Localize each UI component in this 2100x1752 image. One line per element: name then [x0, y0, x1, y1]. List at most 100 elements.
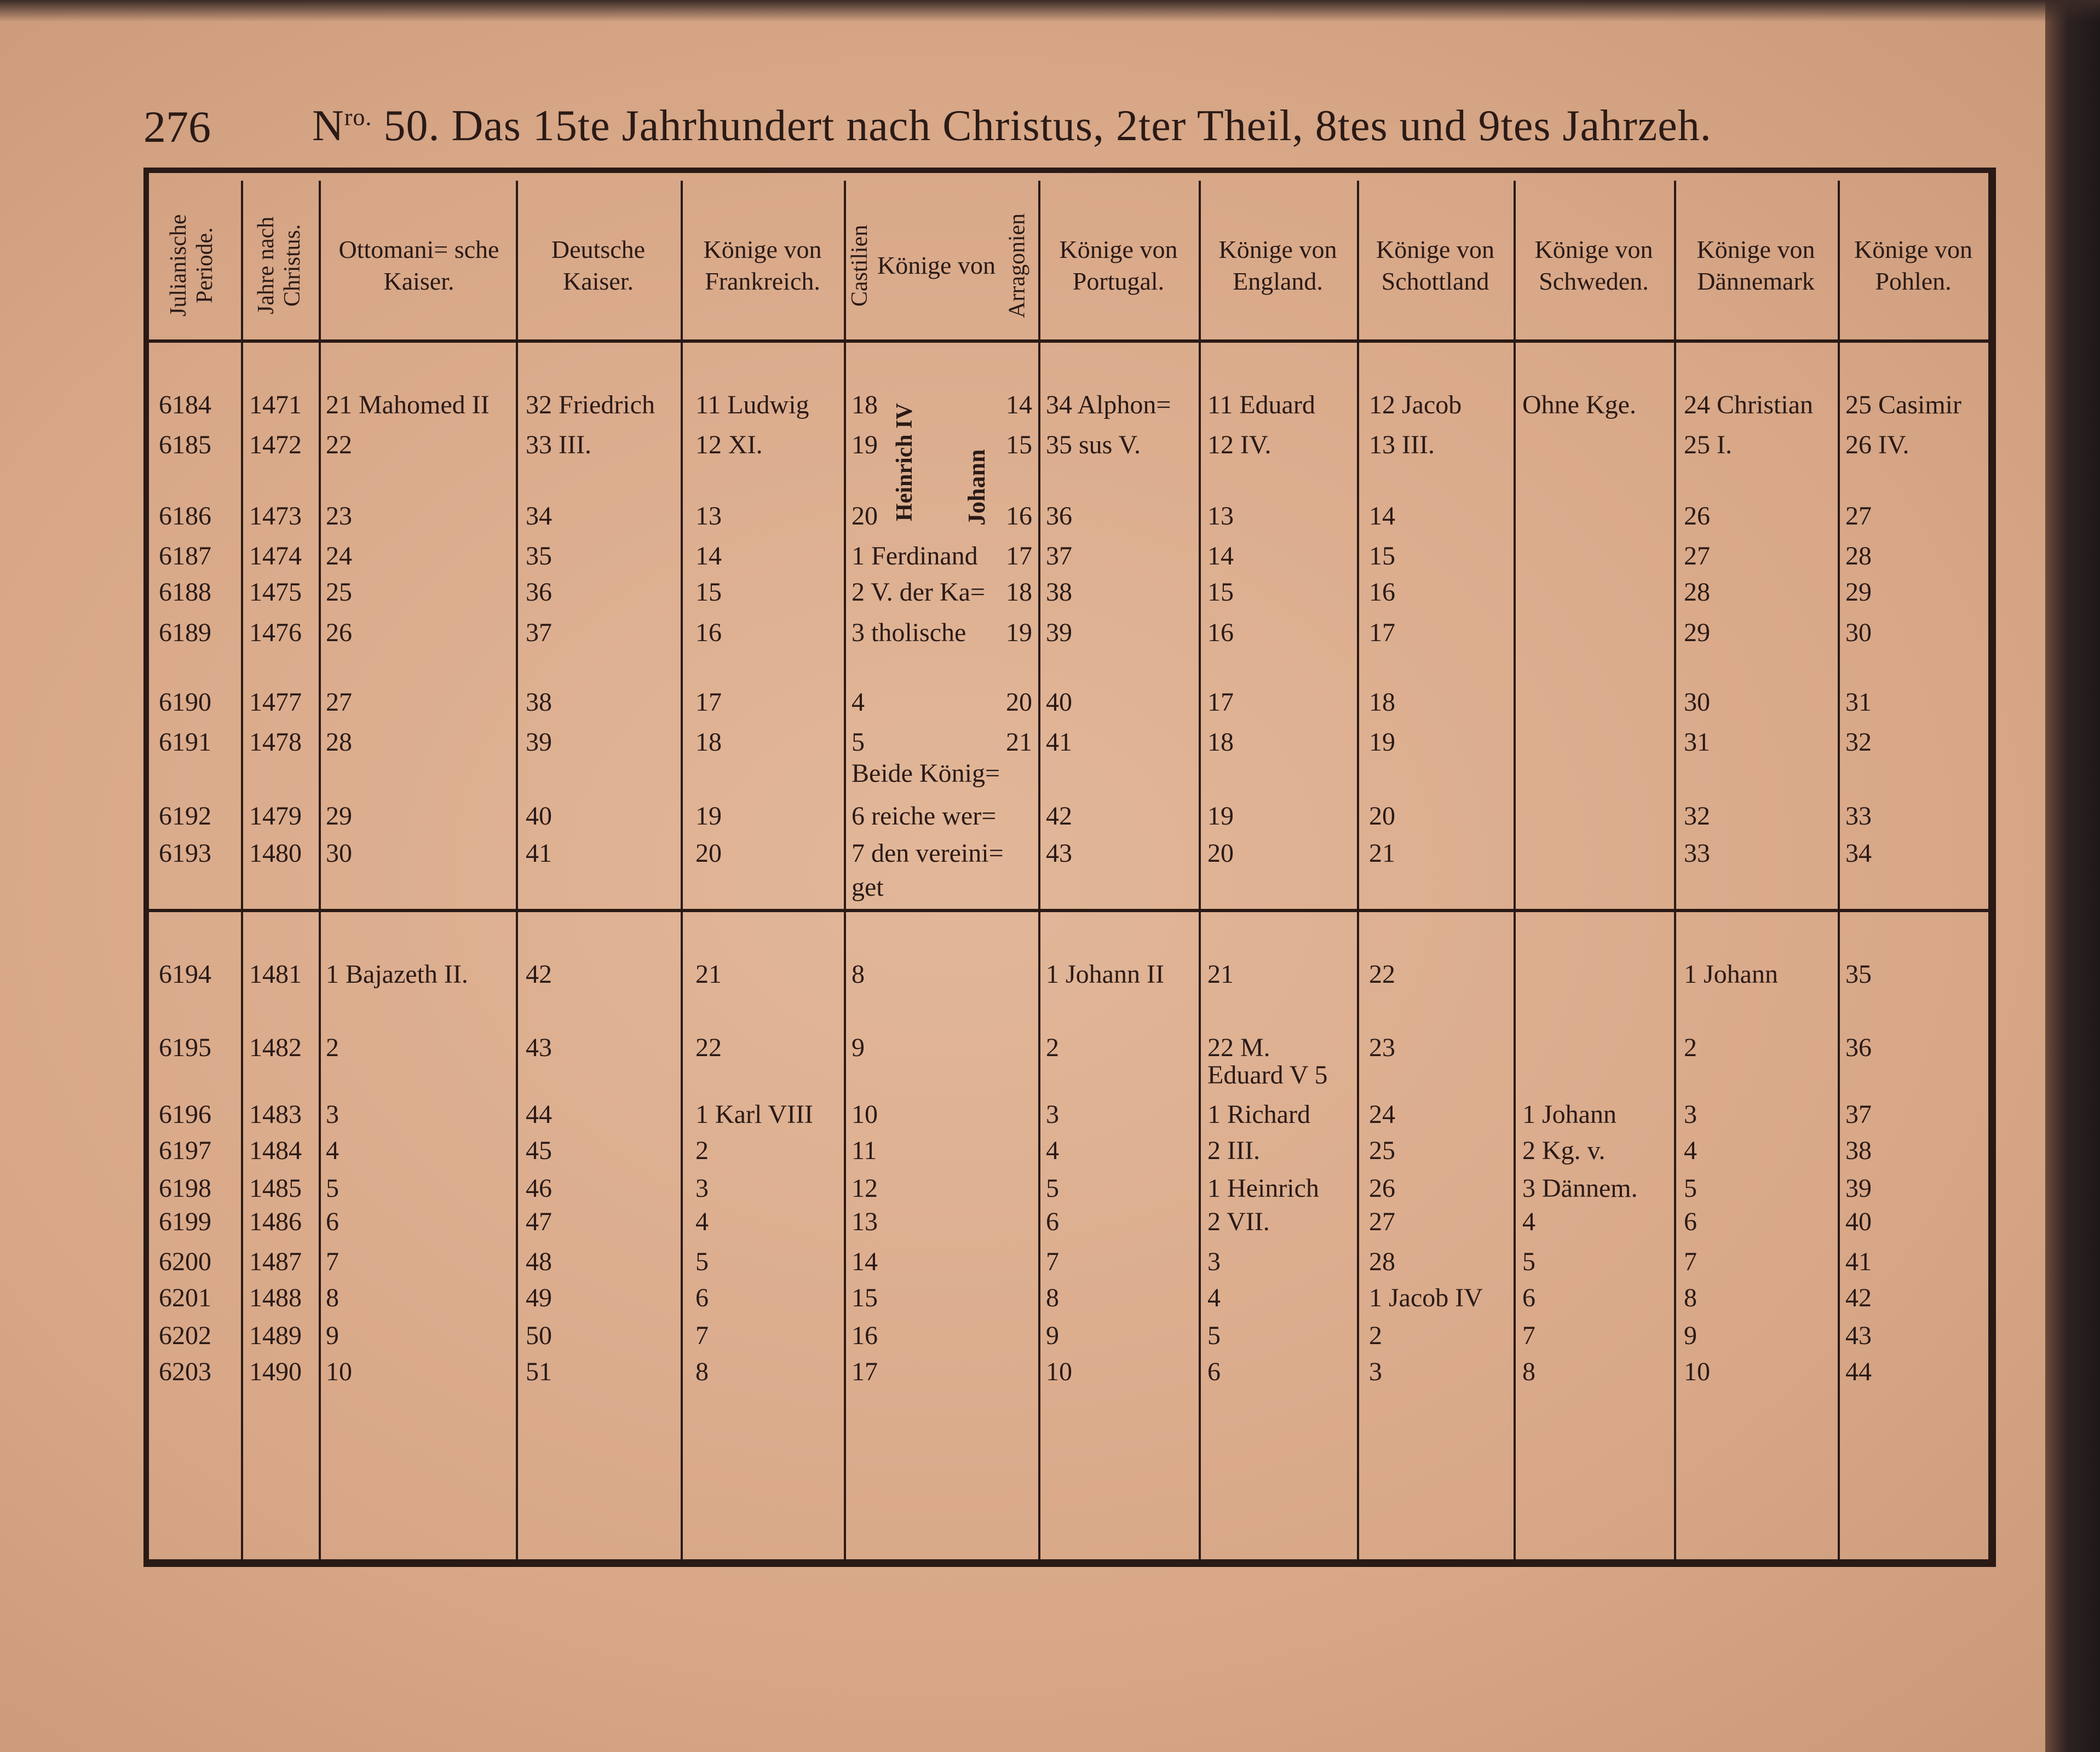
cell-year: 1484	[249, 1136, 302, 1165]
cell-deutsche: 35	[526, 541, 552, 570]
cell-schottland: 25	[1369, 1136, 1395, 1165]
cell-year: 1490	[249, 1357, 302, 1386]
cell-schweden: 1 Johann	[1522, 1100, 1616, 1129]
cell-castilien: 4	[851, 688, 865, 717]
cell-year: 1474	[249, 541, 302, 570]
cell-daenemark: 29	[1684, 618, 1710, 647]
cell-year: 1478	[249, 728, 302, 757]
cell-england: Eduard V 5	[1207, 1061, 1328, 1090]
cell-schottland: 26	[1369, 1174, 1395, 1203]
cell-schweden: Ohne Kge.	[1522, 390, 1636, 419]
cell-schottland: 2	[1369, 1321, 1382, 1350]
cell-deutsche: 42	[526, 960, 552, 989]
cell-castilien: 8	[851, 960, 865, 989]
cell-julian: 6197	[159, 1136, 211, 1165]
cell-schottland: 14	[1369, 502, 1395, 531]
header-schweden: Könige von Schweden.	[1534, 235, 1653, 295]
decade-divider	[143, 909, 1996, 912]
cell-frankreich: 3	[695, 1174, 709, 1203]
header-divider	[143, 339, 1996, 343]
cell-england: 12 IV.	[1207, 430, 1271, 459]
column-divider	[241, 181, 243, 1560]
cell-daenemark: 1 Johann	[1684, 960, 1778, 989]
cell-schottland: 13 III.	[1369, 430, 1435, 459]
cell-schweden: 7	[1522, 1321, 1535, 1350]
cell-schottland: 19	[1369, 728, 1395, 757]
cell-year: 1471	[249, 390, 302, 419]
cell-year: 1479	[249, 802, 302, 831]
cell-schottland: 20	[1369, 802, 1395, 831]
cell-ottoman: 10	[326, 1357, 352, 1386]
header-pohlen: Könige von Pohlen.	[1854, 235, 1972, 295]
cell-england: 4	[1207, 1283, 1221, 1312]
cell-arragonien: 14	[1006, 390, 1032, 419]
cell-pohlen: 34	[1845, 839, 1872, 868]
cell-julian: 6202	[159, 1321, 211, 1350]
cell-ottoman: 2	[326, 1033, 339, 1062]
header-year: Jahre nach Christus.	[254, 216, 305, 315]
column-divider	[844, 181, 846, 1560]
cell-frankreich: 5	[695, 1247, 709, 1276]
cell-schweden: 2 Kg. v.	[1522, 1136, 1606, 1165]
cell-year: 1486	[249, 1207, 302, 1236]
cell-frankreich: 19	[695, 802, 722, 831]
cell-frankreich: 17	[695, 688, 722, 717]
cell-daenemark: 2	[1684, 1033, 1697, 1062]
cell-portugal: 7	[1046, 1247, 1059, 1276]
cell-portugal: 39	[1046, 618, 1072, 647]
cell-portugal: 1 Johann II	[1046, 960, 1164, 989]
cell-frankreich: 22	[695, 1033, 722, 1062]
column-divider	[681, 181, 683, 1560]
cell-portugal: 37	[1046, 541, 1072, 570]
cell-england: 20	[1207, 839, 1234, 868]
cell-year: 1482	[249, 1033, 302, 1062]
cell-england: 19	[1207, 802, 1234, 831]
cell-pohlen: 26 IV.	[1845, 430, 1909, 459]
cell-julian: 6189	[159, 618, 211, 647]
cell-pohlen: 33	[1845, 802, 1872, 831]
cell-castilien: 11	[851, 1136, 877, 1165]
header-ottoman: Ottomani= sche Kaiser.	[338, 235, 499, 295]
header-daenemark: Könige von Dännemark	[1696, 235, 1815, 295]
column-divider	[1199, 181, 1201, 1560]
cell-deutsche: 39	[526, 728, 552, 757]
cell-portugal: 40	[1046, 688, 1072, 717]
cell-deutsche: 33 III.	[526, 430, 591, 459]
title-sup: ro.	[344, 103, 372, 131]
cell-england: 17	[1207, 688, 1234, 717]
cell-ottoman: 7	[326, 1247, 339, 1276]
cell-deutsche: 51	[526, 1357, 552, 1386]
cell-portugal: 34 Alphon=	[1046, 390, 1171, 419]
cell-daenemark: 28	[1684, 578, 1710, 607]
cell-castilien: 13	[851, 1207, 878, 1236]
cell-daenemark: 24 Christian	[1684, 390, 1813, 419]
cell-julian: 6184	[159, 390, 211, 419]
cell-castilien: 9	[851, 1033, 865, 1062]
cell-arragonien: 15	[1006, 430, 1032, 459]
cell-year: 1489	[249, 1321, 302, 1350]
cell-frankreich: 8	[695, 1357, 709, 1386]
cell-year: 1473	[249, 502, 302, 531]
cell-frankreich: 6	[695, 1283, 709, 1312]
cell-arragonien: 16	[1006, 502, 1032, 531]
cell-deutsche: 47	[526, 1207, 552, 1236]
cell-frankreich: 12 XI.	[695, 430, 763, 459]
cell-castilien: 6 reiche wer=	[851, 802, 997, 831]
table-frame	[143, 168, 1996, 1567]
cell-deutsche: 44	[526, 1100, 552, 1129]
cell-arragonien: 18	[1006, 578, 1032, 607]
cell-england: 13	[1207, 502, 1234, 531]
cell-arragonien: 17	[1006, 541, 1032, 570]
cell-castilien: 7 den vereini=	[851, 839, 1004, 868]
cell-year: 1476	[249, 618, 302, 647]
cell-ottoman: 9	[326, 1321, 339, 1350]
header-england: Könige von England.	[1218, 235, 1337, 295]
cell-ottoman: 29	[326, 802, 352, 831]
cell-arragonien: 20	[1006, 688, 1032, 717]
cell-year: 1472	[249, 430, 302, 459]
cell-frankreich: 4	[695, 1207, 709, 1236]
cell-pohlen: 38	[1845, 1136, 1872, 1165]
cell-england: 18	[1207, 728, 1234, 757]
cell-daenemark: 30	[1684, 688, 1710, 717]
cell-england: 6	[1207, 1357, 1221, 1386]
